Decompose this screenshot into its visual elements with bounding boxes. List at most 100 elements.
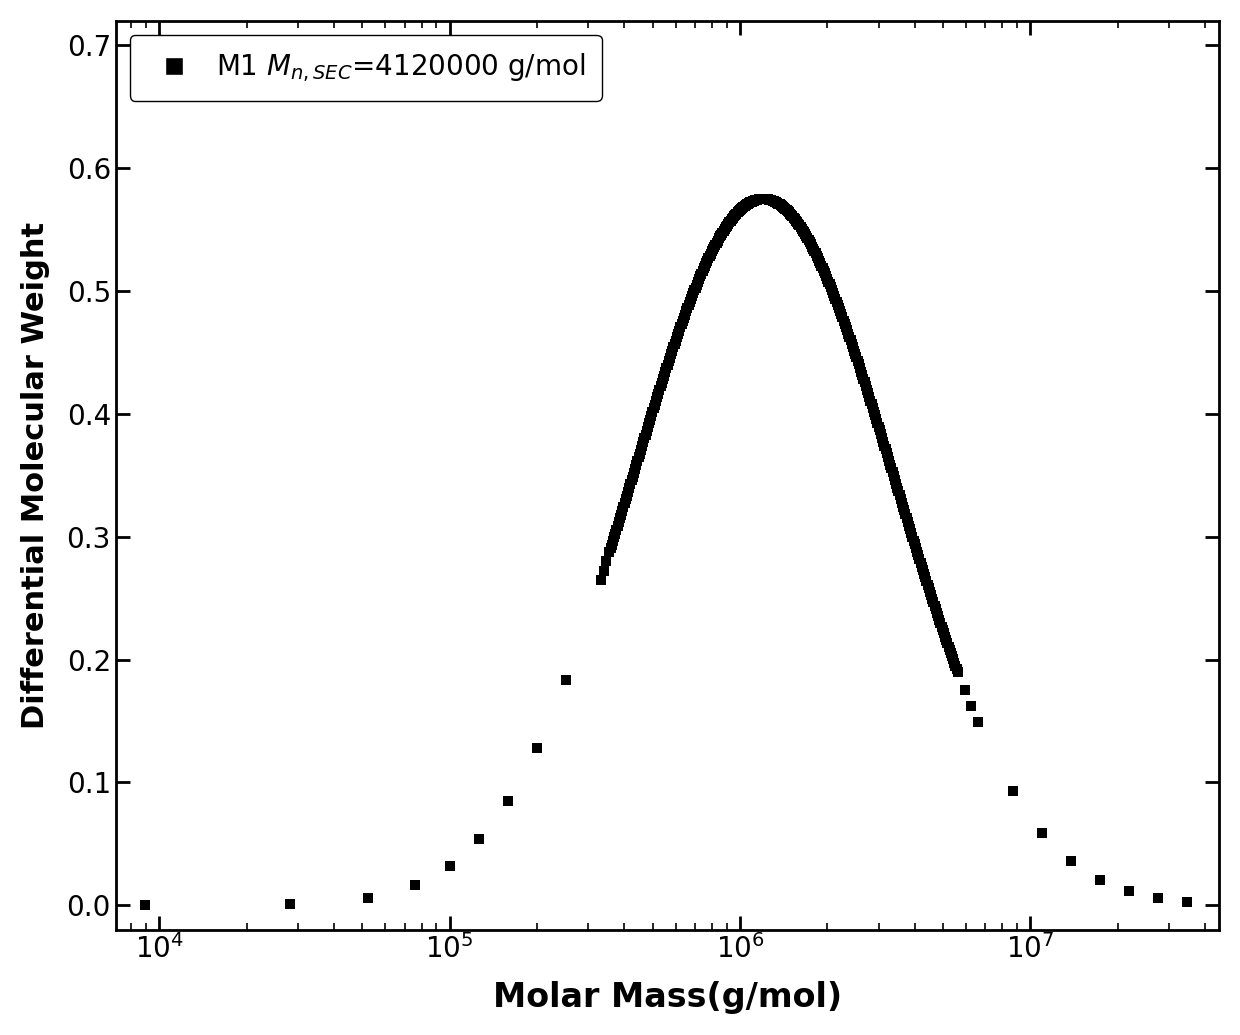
Point: [862, 396, 882, 413]
Point: [908, 543, 928, 560]
Point: [867, 411, 887, 427]
Point: [885, 472, 905, 489]
Point: [776, 202, 796, 218]
Point: [895, 506, 915, 523]
Point: [864, 404, 884, 420]
Point: [717, 217, 737, 234]
Point: [841, 332, 861, 349]
Point: [608, 518, 627, 534]
Point: [759, 191, 779, 208]
Point: [791, 218, 811, 235]
Point: [637, 422, 657, 439]
Point: [831, 306, 851, 323]
Point: [619, 480, 639, 497]
Point: [639, 415, 658, 432]
Point: [830, 300, 849, 317]
Point: [787, 214, 807, 231]
Point: [637, 419, 657, 436]
Point: [878, 449, 898, 466]
Point: [658, 353, 678, 369]
Point: [838, 325, 858, 342]
Point: [703, 241, 723, 258]
Point: [618, 487, 637, 504]
Point: [961, 699, 981, 715]
Point: [611, 506, 631, 523]
Point: [911, 558, 931, 574]
Point: [1032, 824, 1052, 840]
Point: [827, 294, 847, 310]
Point: [701, 245, 720, 262]
Point: [600, 540, 620, 557]
Point: [624, 465, 644, 481]
Point: [1090, 871, 1110, 888]
Point: [773, 198, 792, 214]
Point: [676, 306, 696, 323]
Point: [647, 389, 667, 406]
Point: [919, 580, 939, 596]
Point: [835, 316, 854, 332]
Point: [869, 418, 889, 435]
Point: [672, 316, 692, 332]
Point: [795, 226, 815, 242]
Point: [696, 255, 715, 271]
Point: [932, 622, 952, 639]
Point: [744, 193, 764, 209]
Point: [799, 232, 818, 248]
Point: [905, 536, 925, 553]
Point: [760, 191, 780, 208]
Point: [739, 195, 759, 211]
Point: [942, 648, 962, 664]
Point: [928, 609, 947, 625]
Point: [808, 249, 828, 266]
Point: [667, 329, 687, 346]
Point: [469, 831, 489, 848]
Point: [843, 338, 863, 355]
Point: [614, 499, 634, 515]
Point: [1003, 783, 1023, 800]
Point: [851, 363, 870, 380]
Point: [730, 202, 750, 218]
Point: [846, 346, 866, 362]
Point: [734, 199, 754, 215]
Point: [440, 857, 460, 874]
Point: [642, 404, 662, 420]
Point: [618, 483, 637, 500]
Point: [796, 228, 816, 244]
Point: [944, 651, 963, 668]
Point: [826, 291, 846, 307]
Point: [811, 255, 831, 271]
Point: [644, 401, 663, 417]
Point: [636, 426, 656, 443]
Point: [645, 396, 665, 413]
Point: [861, 392, 880, 409]
Point: [616, 492, 636, 508]
Point: [684, 283, 704, 299]
Point: [786, 212, 806, 229]
Point: [683, 285, 703, 301]
Point: [358, 889, 378, 906]
Point: [640, 411, 660, 427]
Point: [627, 453, 647, 470]
Point: [873, 434, 893, 450]
Point: [651, 378, 671, 394]
Point: [497, 793, 517, 809]
Point: [746, 191, 766, 208]
Point: [756, 190, 776, 207]
Point: [656, 360, 676, 377]
Point: [755, 190, 775, 207]
Point: [925, 597, 945, 614]
Point: [875, 441, 895, 457]
Point: [937, 635, 957, 652]
Point: [913, 562, 932, 579]
Point: [882, 461, 901, 477]
Point: [920, 584, 940, 600]
Point: [650, 382, 670, 398]
Point: [854, 374, 874, 390]
Point: [894, 502, 914, 519]
Point: [947, 663, 967, 680]
Y-axis label: Differential Molecular Weight: Differential Molecular Weight: [21, 221, 50, 729]
Point: [405, 877, 425, 893]
Point: [828, 297, 848, 314]
Point: [889, 486, 909, 503]
Point: [675, 309, 694, 326]
